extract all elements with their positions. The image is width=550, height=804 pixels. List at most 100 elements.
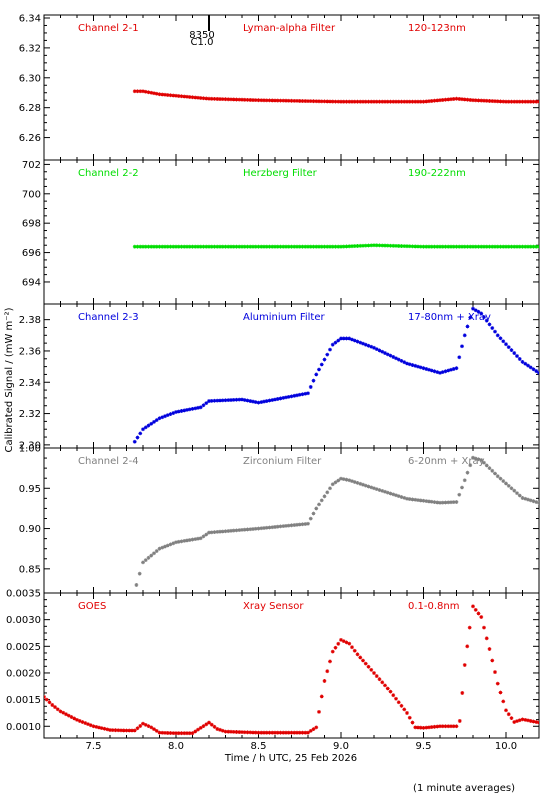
data-point	[377, 243, 382, 248]
data-point	[446, 368, 451, 373]
data-point	[207, 720, 211, 725]
y-tick-label: 6.30	[19, 73, 41, 84]
data-point	[369, 485, 374, 490]
data-point	[432, 500, 437, 505]
data-point	[135, 89, 140, 94]
data-point	[509, 716, 514, 720]
data-point	[187, 538, 192, 542]
data-point	[394, 696, 398, 701]
data-point	[328, 244, 332, 249]
data-point	[449, 244, 453, 249]
data-point	[325, 244, 330, 249]
data-point	[165, 413, 170, 418]
filter-label: Lyman-alpha Filter	[243, 23, 336, 34]
data-point	[383, 489, 387, 494]
data-point	[149, 725, 154, 730]
data-point	[347, 478, 352, 483]
y-tick-label: 6.34	[19, 13, 41, 24]
data-point	[212, 724, 217, 729]
data-point	[198, 725, 203, 730]
x-tick-label: 9.0	[333, 741, 349, 752]
data-point	[273, 397, 277, 402]
data-point	[292, 523, 297, 527]
data-point	[405, 244, 409, 249]
data-point	[388, 99, 393, 104]
data-point	[209, 722, 214, 727]
data-point	[201, 96, 206, 101]
data-point	[108, 728, 112, 732]
data-point	[421, 244, 426, 249]
data-point	[237, 97, 242, 102]
data-point	[146, 423, 151, 428]
data-point	[520, 360, 525, 364]
data-point	[270, 730, 275, 735]
data-point	[138, 724, 143, 728]
data-point	[207, 96, 211, 101]
data-point	[517, 493, 522, 498]
data-point	[262, 526, 266, 530]
data-point	[410, 244, 415, 249]
data-point	[273, 730, 277, 735]
data-point	[251, 98, 255, 102]
data-point	[471, 604, 475, 609]
data-point	[410, 497, 415, 502]
data-point	[165, 93, 170, 97]
data-point	[427, 499, 431, 504]
data-point	[237, 397, 242, 402]
data-point	[91, 724, 96, 729]
data-point	[160, 415, 165, 420]
data-point	[278, 730, 283, 735]
data-point	[396, 99, 401, 104]
data-point	[355, 652, 360, 657]
data-point	[77, 719, 82, 723]
data-point	[350, 645, 354, 650]
data-point	[429, 725, 434, 729]
data-point	[141, 244, 145, 249]
data-point	[264, 98, 269, 103]
data-point	[515, 719, 519, 724]
data-point	[134, 583, 139, 587]
data-point	[226, 244, 231, 249]
data-point	[165, 244, 170, 249]
data-point	[402, 360, 407, 365]
data-point	[179, 731, 184, 736]
data-point	[132, 439, 137, 444]
data-series	[132, 306, 539, 444]
band-label: 120-123nm	[408, 23, 466, 34]
data-point	[209, 96, 214, 101]
data-point	[182, 731, 187, 736]
data-point	[374, 243, 379, 248]
data-point	[361, 341, 365, 346]
y-tick-label: 694	[22, 277, 41, 288]
panels-group: 6.26 6.28 6.30 6.32 6.34 Channel 2-1 Lyman-alp…	[6, 13, 540, 739]
data-point	[421, 725, 426, 730]
y-tick-label: 698	[22, 219, 41, 230]
data-point	[438, 98, 442, 103]
data-point	[493, 329, 497, 334]
data-point	[454, 244, 459, 249]
y-axis-label: Calibrated Signal / (mW m⁻²)	[4, 307, 15, 452]
data-point	[281, 98, 286, 103]
data-point	[391, 243, 396, 248]
data-point	[372, 243, 376, 248]
y-tick-label: 0.0025	[6, 642, 41, 653]
data-point	[308, 385, 313, 389]
data-point	[449, 500, 453, 505]
data-point	[135, 726, 140, 731]
data-point	[319, 244, 324, 249]
data-point	[154, 91, 159, 96]
data-point	[446, 244, 451, 249]
data-point	[281, 524, 286, 529]
data-point	[454, 724, 459, 729]
data-point	[229, 97, 233, 102]
data-point	[438, 370, 442, 375]
data-point	[284, 523, 288, 528]
data-point	[248, 244, 253, 249]
data-point	[498, 336, 503, 341]
data-point	[377, 348, 382, 353]
data-point	[325, 99, 330, 104]
data-point	[319, 362, 324, 367]
data-point	[394, 99, 398, 104]
x-tick-label: 8.0	[168, 741, 184, 752]
data-point	[517, 99, 522, 104]
